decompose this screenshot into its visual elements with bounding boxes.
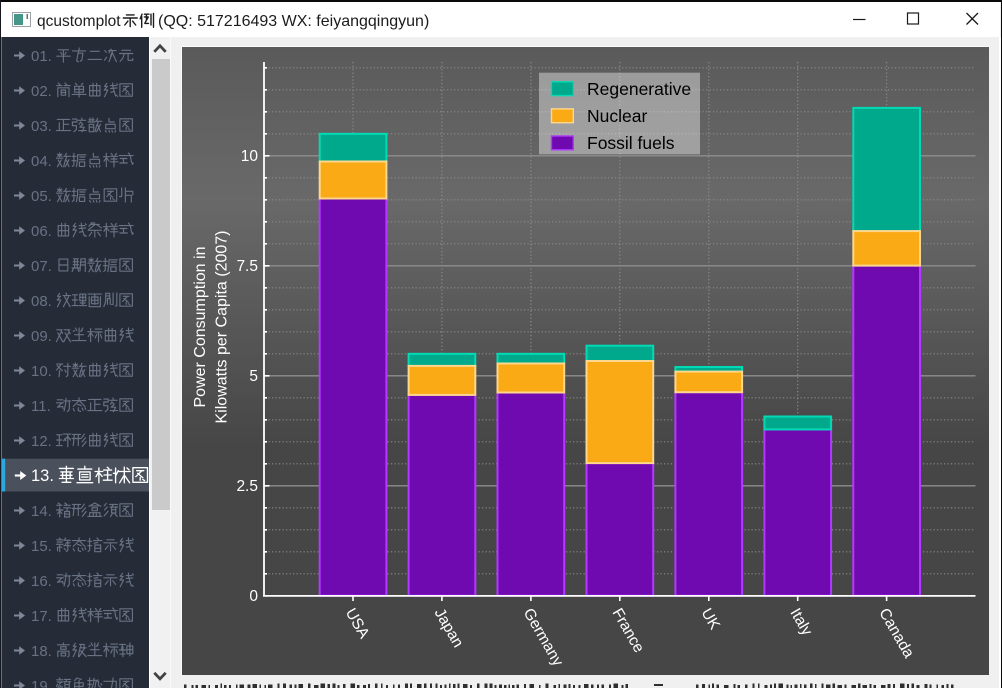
svg-text:qcustomplot: qcustomplot <box>37 13 121 30</box>
svg-text:07.: 07. <box>31 258 52 275</box>
svg-text:19.: 19. <box>31 678 52 688</box>
svg-text:16.: 16. <box>31 573 52 590</box>
svg-text:01.: 01. <box>31 48 52 65</box>
svg-text:2.5: 2.5 <box>236 478 258 495</box>
svg-text:08.: 08. <box>31 293 52 310</box>
svg-text:11.: 11. <box>31 398 51 415</box>
svg-text:05.: 05. <box>31 188 52 205</box>
svg-text:04.: 04. <box>31 153 52 170</box>
svg-text:10: 10 <box>241 148 259 165</box>
svg-text:Nuclear: Nuclear <box>587 106 647 126</box>
svg-text:06.: 06. <box>31 223 52 240</box>
svg-text:03.: 03. <box>31 118 52 135</box>
svg-text:5: 5 <box>249 368 258 385</box>
svg-text:Power Consumption in: Power Consumption in <box>192 247 209 408</box>
svg-text:09.: 09. <box>31 328 52 345</box>
svg-text:15.: 15. <box>31 538 52 555</box>
svg-text:(QQ: 517216493 WX: feiyangqing: (QQ: 517216493 WX: feiyangqingyun) <box>158 13 429 30</box>
svg-text:14.: 14. <box>31 503 52 520</box>
svg-text:17.: 17. <box>31 608 52 625</box>
svg-text:0: 0 <box>249 588 258 605</box>
svg-text:12.: 12. <box>31 433 52 450</box>
svg-text:Kilowatts per Capita (2007): Kilowatts per Capita (2007) <box>214 231 231 424</box>
svg-text:02.: 02. <box>31 83 52 100</box>
svg-text:Regenerative: Regenerative <box>587 79 691 99</box>
svg-text:18.: 18. <box>31 643 52 660</box>
svg-text:7.5: 7.5 <box>236 258 258 275</box>
svg-text:Fossil fuels: Fossil fuels <box>587 133 675 153</box>
svg-text:10.: 10. <box>31 363 52 380</box>
svg-text:13.: 13. <box>31 467 54 485</box>
